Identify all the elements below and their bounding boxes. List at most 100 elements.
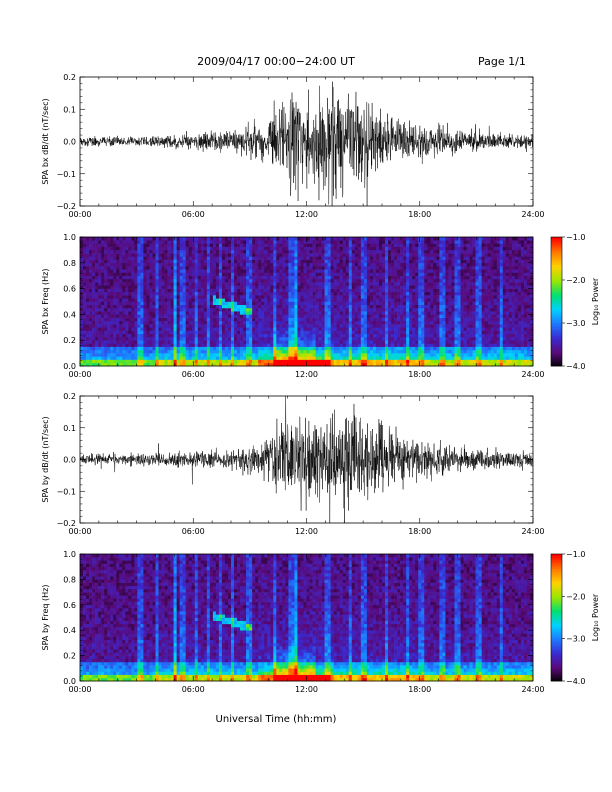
spectrogram-cell [161, 311, 165, 315]
spectrogram-cell [185, 343, 190, 347]
spectrogram-cell [158, 336, 162, 341]
spectrogram-cell [206, 301, 211, 306]
spectrogram-cell [215, 237, 220, 241]
spectrogram-cell [80, 327, 84, 331]
spectrogram-cell [400, 249, 404, 254]
spectrogram-cell [397, 237, 401, 241]
spectrogram-cell [312, 256, 316, 260]
spectrogram-cell [372, 253, 377, 257]
spectrogram-cell [357, 356, 362, 360]
spectrogram-cell [400, 237, 404, 241]
spectrogram-cell [282, 359, 286, 364]
spectrogram-cell [366, 259, 371, 264]
spectrogram-cell [137, 307, 141, 312]
spectrogram-cell [176, 269, 180, 273]
spectrogram-cell [436, 269, 440, 273]
spectrogram-cell [273, 266, 277, 270]
spectrogram-cell [200, 288, 205, 293]
spectrogram-cell [300, 240, 304, 244]
spectrogram-cell [315, 327, 319, 331]
spectrogram-cell [339, 288, 344, 293]
spectrogram-cell [89, 320, 93, 325]
spectrogram-cell [403, 362, 407, 367]
spectrogram-cell [297, 362, 301, 367]
spectrogram-cell [155, 346, 159, 351]
spectrogram-cell [267, 253, 271, 257]
spectrogram-cell [427, 282, 431, 286]
spectrogram-cell [445, 311, 449, 315]
spectrogram-cell [89, 275, 93, 280]
spectrogram-cell [333, 253, 337, 257]
spectrogram-cell [378, 330, 383, 335]
spectrogram-cell [279, 353, 283, 357]
spectrogram-cell [412, 240, 416, 244]
spectrogram-cell [315, 336, 319, 341]
spectrogram-cell [249, 340, 253, 344]
spectrogram-cell [116, 249, 120, 254]
spectrogram-cell [243, 333, 247, 338]
spectrogram-cell [164, 272, 168, 276]
spectrogram-cell [363, 266, 368, 270]
spectrogram-cell [158, 262, 162, 267]
spectrogram-cell [237, 311, 241, 315]
spectrogram-cell [276, 304, 280, 309]
spectrogram-cell [152, 327, 156, 331]
spectrogram-cell [382, 307, 386, 312]
spectrogram-cell [309, 269, 313, 273]
spectrogram-cell [306, 272, 310, 276]
spectrogram-cell [327, 240, 331, 244]
spectrogram-cell [442, 317, 446, 322]
spectrogram-cell [276, 288, 280, 293]
spectrogram-cell [382, 237, 386, 241]
spectrogram-cell [439, 266, 443, 270]
spectrogram-cell [224, 243, 229, 247]
spectrogram-cell [273, 269, 277, 273]
spectrogram-cell [418, 314, 422, 318]
spectrogram-cell [339, 259, 344, 264]
spectrogram-cell [369, 343, 374, 347]
spectrogram-cell [149, 298, 153, 302]
spectrogram-cell [327, 330, 331, 335]
spectrogram-cell [297, 336, 301, 341]
spectrogram-cell [445, 336, 449, 341]
spectrogram-cell [300, 243, 304, 247]
spectrogram-cell [357, 275, 362, 280]
spectrogram-cell [134, 304, 138, 309]
spectrogram-cell [255, 353, 259, 357]
spectrogram-cell [119, 343, 123, 347]
spectrogram-cell [297, 324, 301, 328]
spectrogram-cell [267, 311, 271, 315]
spectrogram-cell [227, 237, 232, 241]
spectrogram-cell [345, 266, 350, 270]
spectrogram-cell [400, 282, 404, 286]
spectrogram-cell [119, 362, 123, 367]
spectrogram-cell [215, 298, 220, 302]
spectrogram-cell [388, 330, 392, 335]
spectrogram-cell [339, 256, 344, 260]
spectrogram-cell [83, 301, 87, 306]
spectrogram-cell [95, 333, 99, 338]
spectrogram-cell [303, 307, 307, 312]
spectrogram-cell [327, 278, 331, 283]
spectrogram-cell [255, 333, 259, 338]
spectrogram-cell [252, 349, 256, 354]
spectrogram-cell [249, 291, 253, 296]
spectrogram-cell [197, 285, 202, 289]
spectrogram-cell [357, 243, 362, 247]
spectrogram-cell [101, 359, 105, 364]
spectrogram-cell [327, 356, 331, 360]
spectrogram-cell [264, 291, 268, 296]
spectrogram-cell [342, 314, 347, 318]
spectrogram-cell [442, 340, 446, 344]
spectrogram-cell [421, 282, 425, 286]
spectrogram-cell [167, 301, 171, 306]
spectrogram-cell [439, 317, 443, 322]
spectrogram-cell [388, 356, 392, 360]
spectrogram-cell [146, 320, 150, 325]
spectrogram-cell [342, 243, 347, 247]
spectrogram-cell [140, 249, 144, 254]
spectrogram-cell [412, 262, 416, 267]
spectrogram-cell [258, 317, 262, 322]
spectrogram-cell [427, 359, 431, 364]
spectrogram-cell [415, 317, 419, 322]
